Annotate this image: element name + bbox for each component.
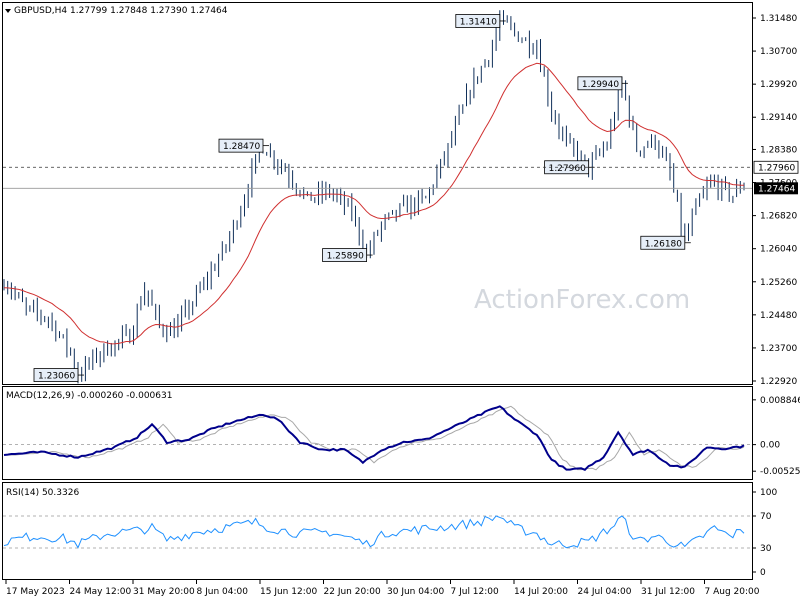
x-tick-label: 17 May 2023	[6, 587, 65, 597]
x-tick-label: 24 Jul 04:00	[578, 587, 632, 597]
annotation-label: 1.31410	[460, 17, 497, 27]
rsi-tick-label: 100	[760, 488, 777, 498]
annotation-label: 1.27960	[549, 164, 586, 174]
rsi-series	[3, 515, 752, 549]
rsi-tick-label: 0	[760, 568, 766, 578]
x-tick-label: 14 Jul 20:00	[514, 587, 568, 597]
axis-labels: 1.314801.307001.299201.291401.283801.276…	[3, 14, 800, 597]
annotation-box	[218, 138, 264, 153]
rsi-tick-label: 30	[760, 544, 772, 554]
annotation-box	[640, 235, 686, 250]
price-tick-label: 1.28380	[760, 145, 797, 155]
macd-header: MACD(12,26,9) -0.000260 -0.000631	[6, 391, 172, 401]
moving-average-series	[3, 62, 745, 345]
rsi-panel-frame	[2, 482, 753, 580]
x-tick-label: 31 Jul 12:00	[641, 587, 695, 597]
annotation-label: 1.23060	[38, 372, 75, 382]
annotation-label: 1.25890	[327, 252, 364, 262]
moving-average-line	[3, 62, 745, 345]
x-tick-label: 7 Jul 12:00	[451, 587, 500, 597]
symbol-dropdown-icon[interactable]	[5, 9, 11, 13]
reference-price-tag	[753, 160, 799, 174]
macd-tick-label: 0.00	[760, 441, 780, 451]
symbol-header: GBPUSD,H4 1.27799 1.27848 1.27390 1.2746…	[14, 6, 228, 16]
macd-signal-line	[4, 405, 745, 471]
reference-price-tag-label: 1.27960	[758, 163, 795, 173]
price-tick-label: 1.29920	[760, 80, 797, 90]
price-tick-label: 1.22920	[760, 377, 797, 387]
x-tick-label: 24 May 12:00	[70, 587, 132, 597]
price-panel-frame	[2, 2, 753, 385]
price-tick-label: 1.23700	[760, 344, 797, 354]
macd-line	[3, 405, 745, 471]
price-tick-label: 1.29140	[760, 113, 797, 123]
annotation-label: 1.26180	[645, 239, 682, 249]
price-tick-label: 1.24480	[760, 311, 797, 321]
price-annotation: 1.28470	[218, 138, 269, 153]
x-tick-label: 22 Jun 20:00	[324, 587, 381, 597]
x-tick-label: 31 May 20:00	[133, 587, 195, 597]
price-tick-label: 1.30700	[760, 47, 797, 57]
macd-tick-label: 0.008846	[760, 396, 800, 406]
x-tick-label: 8 Jun 04:00	[197, 587, 249, 597]
price-tick-label: 1.25260	[760, 278, 797, 288]
price-annotation: 1.23060	[33, 368, 84, 382]
price-annotation: 1.25890	[322, 248, 373, 262]
price-tick-label: 1.26820	[760, 212, 797, 222]
price-annotation: 1.26180	[640, 235, 691, 250]
annotation-box	[455, 14, 501, 28]
x-tick-label: 15 Jun 12:00	[260, 587, 317, 597]
macd-panel-frame	[2, 386, 753, 480]
watermark: ActionForex.com	[474, 285, 690, 315]
annotation-label: 1.28470	[223, 142, 260, 152]
price-annotations: 1.31410 1.29940 1.28470 1.27960 1.25890 1.261…	[33, 14, 691, 382]
rsi-tick-label: 70	[760, 512, 772, 522]
current-price-tag	[754, 182, 798, 195]
macd-tick-label: -0.005252	[760, 467, 800, 477]
price-tick-label: 1.26040	[760, 245, 797, 255]
price-tick-label: 1.31480	[760, 14, 797, 24]
price-annotation: 1.29940	[577, 76, 628, 91]
annotation-box	[322, 248, 368, 262]
rsi-line	[3, 515, 745, 549]
x-tick-label: 30 Jun 04:00	[387, 587, 444, 597]
price-annotation: 1.31410	[455, 14, 506, 28]
annotation-box	[33, 368, 79, 382]
macd-series	[3, 405, 752, 471]
x-tick-label: 7 Aug 20:00	[705, 587, 760, 597]
annotation-box	[577, 76, 623, 91]
rsi-header: RSI(14) 50.3326	[6, 488, 79, 498]
annotation-label: 1.29940	[582, 80, 619, 90]
current-price-tag-label: 1.27464	[758, 184, 795, 194]
